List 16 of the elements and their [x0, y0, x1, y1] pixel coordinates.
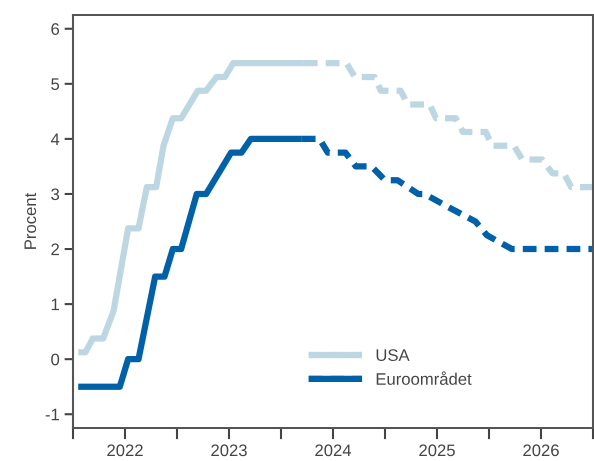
y-tick-label: 2 [51, 243, 59, 256]
x-tick-label: 2023 [211, 444, 247, 456]
x-tick-label: 2025 [419, 444, 455, 456]
x-tick-label: 2026 [523, 444, 559, 456]
y-tick-label: 5 [51, 78, 60, 90]
y-tick-label: 4 [50, 133, 60, 145]
legend-label: Euroområdet [376, 371, 472, 385]
x-tick-label: 2022 [107, 444, 143, 456]
y-tick-label: -1 [46, 408, 59, 420]
y-axis-title: Procent [24, 192, 36, 249]
x-tick-label: 2024 [315, 444, 352, 456]
legend-label: USA [376, 349, 410, 362]
y-tick-label: 1 [52, 298, 59, 310]
y-tick-label: 6 [51, 23, 60, 35]
y-tick-label: 3 [51, 188, 60, 200]
y-tick-label: 0 [51, 354, 60, 366]
